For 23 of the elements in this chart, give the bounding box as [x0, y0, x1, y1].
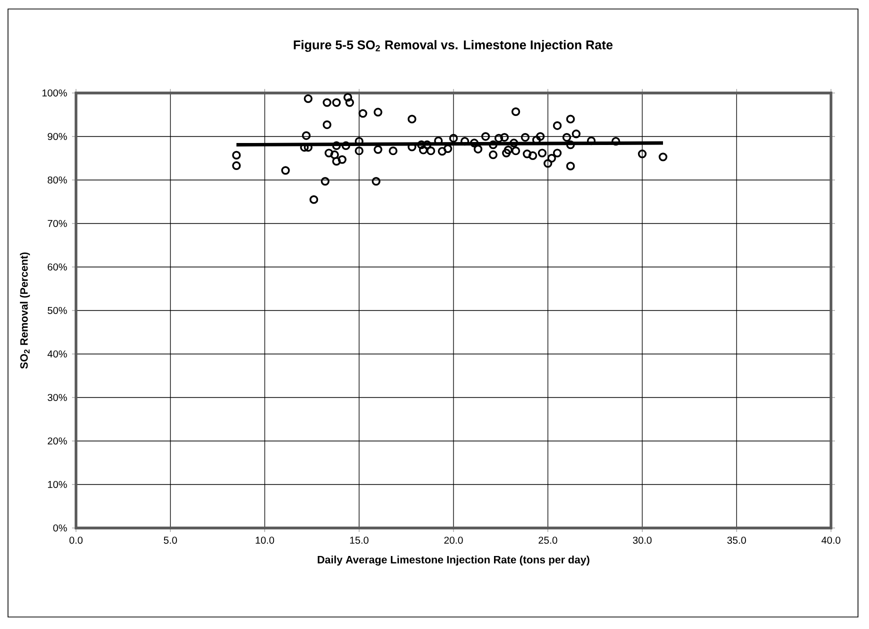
y-tick-label: 20%: [48, 437, 67, 445]
y-tick-label: 90%: [48, 132, 67, 140]
y-tick-label: 0%: [53, 524, 67, 532]
x-axis-title: Daily Average Limestone Injection Rate (tons per day): [318, 556, 590, 566]
x-tick-label: 15.0: [350, 536, 368, 544]
x-tick-label: 10.0: [256, 536, 274, 544]
y-tick-label: 60%: [48, 263, 67, 271]
x-tick-label: 5.0: [164, 536, 177, 544]
x-tick-label: 35.0: [727, 536, 746, 544]
y-axis-title: SO$_{2}$ Removal (Percent): [20, 252, 30, 369]
y-tick-label: 70%: [48, 220, 67, 228]
y-tick-label: 100%: [42, 89, 67, 97]
x-tick-label: 30.0: [632, 536, 652, 544]
y-tick-label: 10%: [48, 480, 67, 488]
y-tick-label: 30%: [48, 394, 67, 402]
x-tick-label: 25.0: [538, 536, 558, 544]
x-tick-label: 20.0: [444, 536, 463, 544]
chart-title: Figure 5-5 SO$_{2}$ Removal vs. Limestone Injection Rate: [294, 40, 613, 52]
y-tick-label: 40%: [48, 350, 67, 358]
y-tick-label: 50%: [48, 306, 67, 314]
y-tick-label: 80%: [48, 176, 67, 184]
x-tick-label: 0.0: [69, 536, 83, 544]
x-tick-label: 40.0: [821, 536, 840, 544]
